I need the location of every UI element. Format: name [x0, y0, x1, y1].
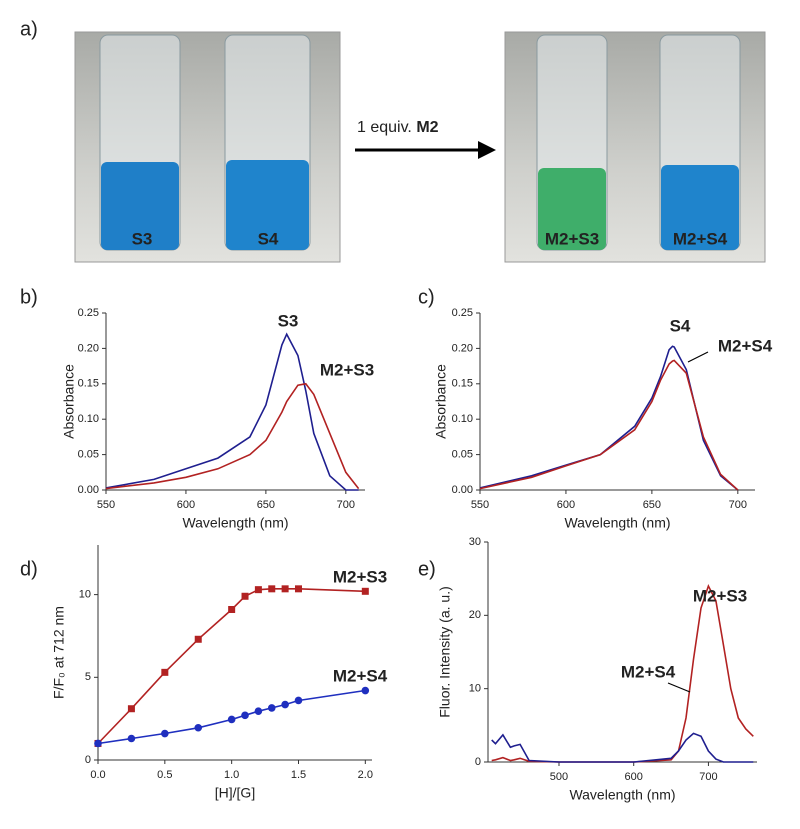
- y-tick-label: 20: [469, 609, 481, 621]
- x-axis-label: Wavelength (nm): [569, 787, 675, 803]
- panel-letter: d): [20, 558, 38, 580]
- marker: [194, 635, 202, 643]
- x-tick-label: 0.0: [90, 769, 105, 781]
- marker: [268, 585, 276, 593]
- marker: [241, 592, 249, 600]
- series-label: M2+S3: [320, 360, 374, 379]
- y-tick-label: 0.20: [452, 342, 473, 354]
- marker: [294, 696, 303, 705]
- x-tick-label: 600: [557, 499, 575, 511]
- y-tick-label: 0.25: [78, 307, 99, 319]
- y-tick-label: 0.15: [78, 378, 99, 390]
- series-line: [479, 359, 739, 491]
- x-tick-label: 700: [729, 499, 747, 511]
- marker: [94, 739, 102, 748]
- x-tick-label: 600: [177, 499, 195, 511]
- x-axis-label: [H]/[G]: [215, 785, 255, 801]
- y-tick-label: 0.05: [452, 449, 473, 461]
- y-axis-label: Absorbance: [433, 364, 449, 439]
- vial-label: M2+S4: [673, 229, 728, 248]
- y-tick-label: 0.25: [452, 307, 473, 319]
- photo-right: [504, 31, 766, 263]
- marker: [361, 686, 370, 695]
- panel-letter: b): [20, 286, 38, 308]
- x-axis-label: Wavelength (nm): [182, 515, 288, 531]
- series-label: M2+S4: [333, 666, 388, 685]
- x-tick-label: 1.5: [291, 769, 306, 781]
- y-axis-label: Absorbance: [61, 364, 77, 439]
- y-axis-label: F/F₀ at 712 nm: [51, 606, 67, 699]
- y-axis-label: Fluor. Intensity (a. u.): [437, 586, 453, 718]
- marker: [228, 606, 236, 613]
- x-tick-label: 550: [471, 499, 489, 511]
- x-tick-label: 600: [625, 771, 643, 783]
- marker: [127, 734, 136, 743]
- series-line: [105, 332, 359, 491]
- marker: [281, 700, 289, 709]
- arrow-text-bold: M2: [416, 119, 438, 136]
- arrow-text: 1 equiv. M2: [357, 119, 439, 136]
- vial-label: S4: [258, 229, 279, 248]
- x-tick-label: 700: [337, 499, 355, 511]
- series-line: [105, 382, 360, 490]
- x-axis-label: Wavelength (nm): [564, 515, 670, 531]
- y-tick-label: 0.10: [452, 413, 473, 425]
- marker: [267, 704, 276, 712]
- marker: [294, 585, 302, 593]
- y-tick-label: 0.00: [78, 484, 99, 496]
- marker: [194, 723, 203, 732]
- y-tick-label: 10: [469, 683, 481, 695]
- marker: [254, 707, 263, 716]
- marker: [241, 711, 249, 720]
- marker: [227, 715, 236, 724]
- label-pointer: [667, 682, 691, 693]
- arrow-text-plain: 1 equiv.: [357, 119, 412, 136]
- marker: [161, 668, 169, 676]
- marker: [281, 585, 289, 593]
- arrow-head: [478, 141, 496, 159]
- panel-letter: a): [20, 18, 38, 40]
- label-pointer: [687, 351, 709, 363]
- photo-left: [74, 31, 341, 263]
- y-tick-label: 0.05: [78, 449, 99, 461]
- x-tick-label: 2.0: [358, 769, 373, 781]
- y-tick-label: 0: [85, 754, 91, 766]
- y-tick-label: 30: [469, 536, 481, 548]
- marker: [127, 705, 135, 713]
- series-label: M2+S4: [718, 336, 773, 355]
- x-tick-label: 700: [699, 771, 717, 783]
- x-tick-label: 1.0: [224, 769, 239, 781]
- x-tick-label: 0.5: [157, 769, 172, 781]
- marker: [361, 587, 369, 595]
- marker: [161, 729, 169, 738]
- series-line: [491, 732, 754, 763]
- x-tick-label: 650: [643, 499, 661, 511]
- y-tick-label: 5: [85, 671, 91, 683]
- y-tick-label: 0.10: [78, 413, 99, 425]
- series-label: S3: [278, 311, 299, 330]
- y-tick-label: 0.15: [452, 378, 473, 390]
- x-tick-label: 650: [257, 499, 275, 511]
- y-tick-label: 0: [475, 756, 481, 768]
- vial-label: S3: [132, 229, 153, 248]
- y-tick-label: 10: [79, 589, 91, 601]
- series-label: M2+S4: [621, 662, 676, 681]
- x-tick-label: 500: [550, 771, 568, 783]
- series-label: M2+S3: [693, 586, 747, 605]
- panel-letter: e): [418, 558, 436, 580]
- series-label: S4: [670, 316, 691, 335]
- x-tick-label: 550: [97, 499, 115, 511]
- y-tick-label: 0.00: [452, 484, 473, 496]
- panel-letter: c): [418, 286, 435, 308]
- marker: [254, 586, 262, 594]
- vial-label: M2+S3: [545, 229, 599, 248]
- y-tick-label: 0.20: [78, 342, 99, 354]
- series-label: M2+S3: [333, 567, 387, 586]
